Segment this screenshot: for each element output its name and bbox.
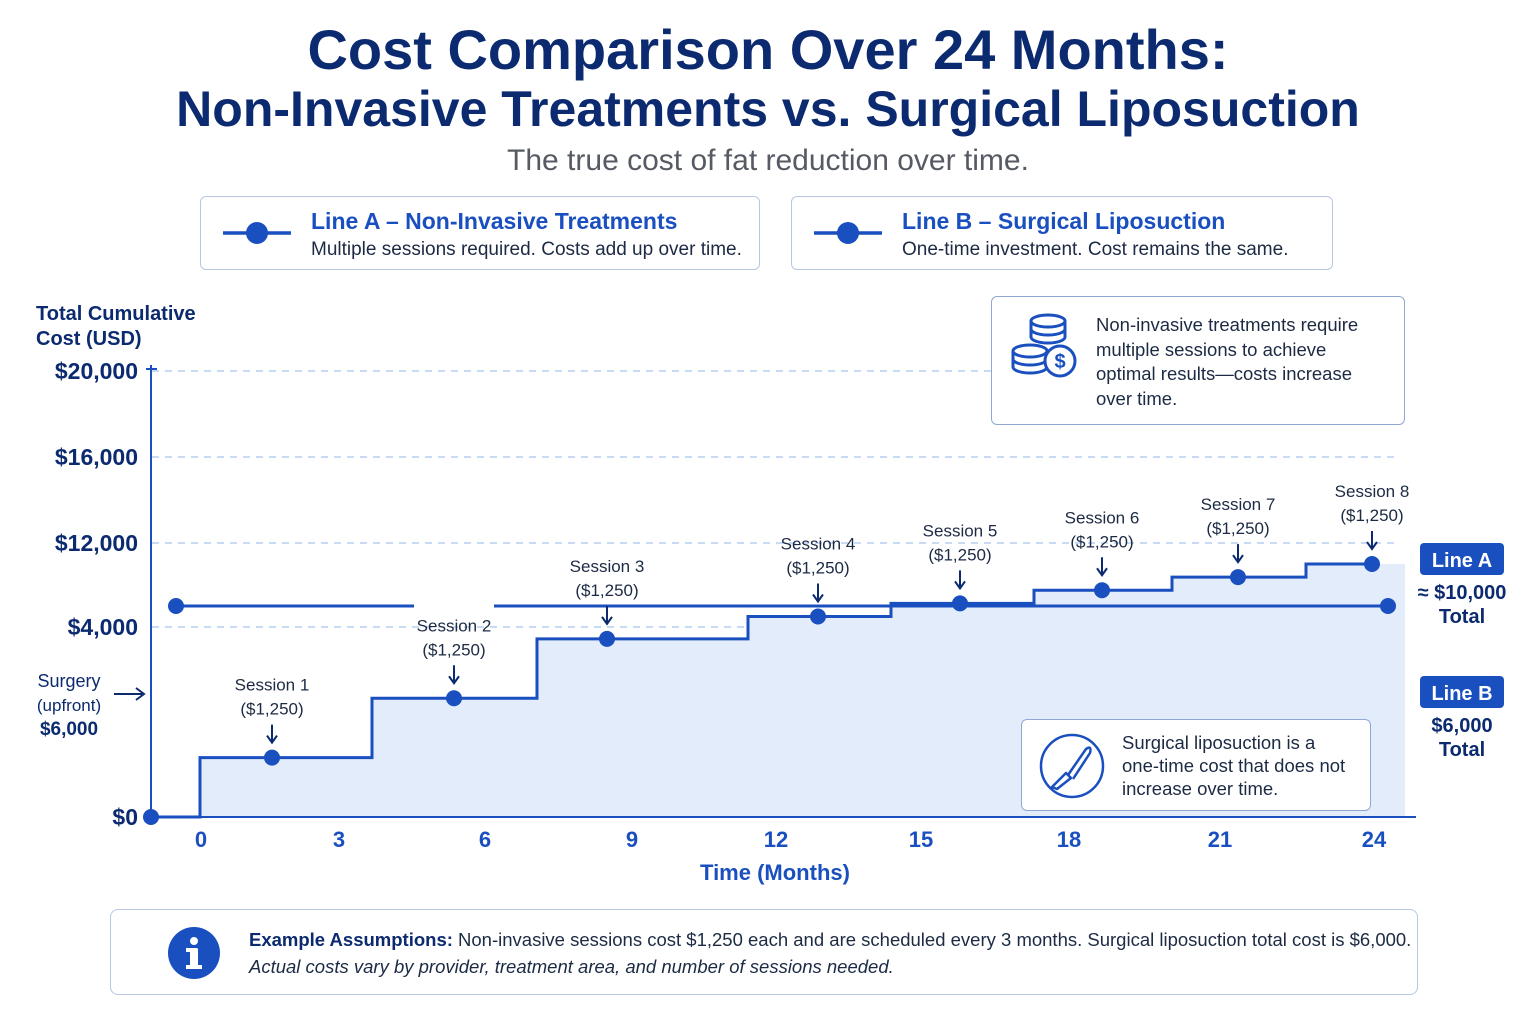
line-b-end-total-unit: Total (1439, 739, 1485, 761)
chart-title-line1: Cost Comparison Over 24 Months: (307, 18, 1229, 81)
line-a-origin-point (143, 809, 159, 825)
session-arrow-head (601, 616, 613, 626)
y-tick-label: $0 (112, 804, 138, 830)
session-label: Session 5 (923, 521, 998, 540)
chart-title-line2: Non-Invasive Treatments vs. Surgical Lip… (176, 81, 1360, 137)
note-multiple-sessions: $ Non-invasive treatments require multip… (991, 296, 1405, 425)
note-top-line: multiple sessions to achieve (1096, 338, 1327, 360)
session-arrow-head (1232, 554, 1244, 564)
line-a-end-total-unit: Total (1439, 606, 1485, 628)
session-label: Session 1 (235, 676, 310, 695)
line-b-end-badge (1420, 676, 1504, 708)
legend-title-line-a: Line A – Non-Invasive Treatments (311, 208, 678, 234)
coins-dollar-icon: $ (1011, 313, 1077, 378)
line-b-end-total-value: $6,000 (1431, 715, 1492, 737)
note-top-line: over time. (1096, 387, 1178, 409)
line-a-end-badge (1420, 543, 1504, 575)
line-a-end-total-value: ≈ $10,000 (1418, 582, 1507, 604)
session-cost-label: ($1,250) (1070, 532, 1133, 551)
line-a-point (599, 630, 615, 647)
legend-line-a: Line A – Non-Invasive Treatments Multipl… (200, 196, 760, 270)
y-axis-label: Cost (USD) (36, 328, 142, 350)
legend-title-line-b: Line B – Surgical Liposuction (902, 208, 1226, 234)
line-a-point (1094, 582, 1110, 599)
surgery-label: (upfront) (37, 696, 101, 715)
scalpel-icon (1039, 733, 1105, 799)
assumptions-footer: Example Assumptions: Non-invasive sessio… (110, 909, 1418, 995)
line-a-point (810, 608, 826, 625)
session-arrow-head (448, 675, 460, 685)
x-tick-label: 6 (479, 827, 491, 852)
y-tick-label: $16,000 (55, 444, 138, 470)
surgery-value: $6,000 (40, 719, 98, 740)
legend-line-b: Line B – Surgical Liposuction One-time i… (791, 196, 1333, 270)
legend-desc-line-b: One-time investment. Cost remains the sa… (902, 239, 1289, 260)
x-tick-label: 21 (1208, 827, 1232, 852)
legend-swatch-line-b (814, 222, 882, 244)
x-axis-label: Time (Months) (700, 860, 850, 885)
session-cost-label: ($1,250) (240, 700, 303, 719)
session-arrow-head (266, 735, 278, 745)
session-label: Session 6 (1065, 508, 1140, 527)
x-tick-label: 24 (1362, 827, 1387, 852)
session-cost-label: ($1,250) (928, 545, 991, 564)
note-bottom-line: increase over time. (1122, 778, 1279, 799)
note-top-line: Non-invasive treatments require (1096, 314, 1359, 335)
x-tick-label: 15 (909, 827, 933, 852)
session-arrow-head (1366, 541, 1378, 551)
session-cost-label: ($1,250) (786, 559, 849, 578)
footer-line2: Actual costs vary by provider, treatment… (249, 956, 894, 977)
x-tick-label: 12 (764, 827, 788, 852)
y-tick-label: $12,000 (55, 530, 138, 556)
legend-desc-line-a: Multiple sessions required. Costs add up… (311, 239, 742, 260)
x-tick-label: 3 (333, 827, 345, 852)
x-tick-label: 18 (1057, 827, 1081, 852)
surgery-label: Surgery (37, 671, 100, 691)
surgery-arrow-head (135, 687, 146, 701)
line-a-end-badge-label: Line A (1432, 550, 1492, 572)
chart-subtitle: The true cost of fat reduction over time… (507, 144, 1029, 177)
info-icon (168, 927, 220, 979)
y-tick-label: $4,000 (68, 614, 138, 640)
y-tick-label: $20,000 (55, 358, 138, 384)
x-tick-label: 0 (195, 827, 207, 852)
line-a-point (1230, 569, 1246, 586)
footer-line1: Non-invasive sessions cost $1,250 each a… (458, 929, 1412, 950)
session-arrow-head (1096, 567, 1108, 577)
session-cost-label: ($1,250) (422, 640, 485, 659)
session-label: Session 3 (570, 557, 645, 576)
session-label: Session 2 (417, 616, 492, 635)
line-a-point (264, 749, 280, 766)
session-arrow-head (954, 580, 966, 591)
y-axis-label: Total Cumulative (36, 303, 196, 325)
session-cost-label: ($1,250) (1206, 519, 1269, 538)
session-label: Session 7 (1201, 495, 1276, 514)
note-top-line: optimal results—costs increase (1096, 363, 1353, 384)
line-b-end-badge-label: Line B (1431, 683, 1492, 705)
session-label: Session 8 (1335, 482, 1410, 501)
session-arrow-head (812, 593, 824, 604)
line-a-point (952, 595, 968, 612)
footer-bold-label: Example Assumptions: (249, 929, 453, 950)
note-bottom-line: Surgical liposuction is a (1122, 732, 1316, 753)
session-label: Session 4 (781, 535, 856, 554)
svg-text:$: $ (1054, 351, 1065, 373)
note-one-time-cost: Surgical liposuction is a one-time cost … (1021, 719, 1371, 811)
x-tick-label: 9 (626, 827, 638, 852)
session-cost-label: ($1,250) (1340, 506, 1403, 525)
note-bottom-line: one-time cost that does not (1122, 755, 1346, 776)
line-a-point (446, 690, 462, 707)
line-a-point (1364, 556, 1380, 572)
line-b-point (168, 598, 184, 614)
line-b-point (1380, 598, 1396, 614)
session-cost-label: ($1,250) (575, 581, 638, 600)
legend-swatch-line-a (223, 222, 291, 244)
